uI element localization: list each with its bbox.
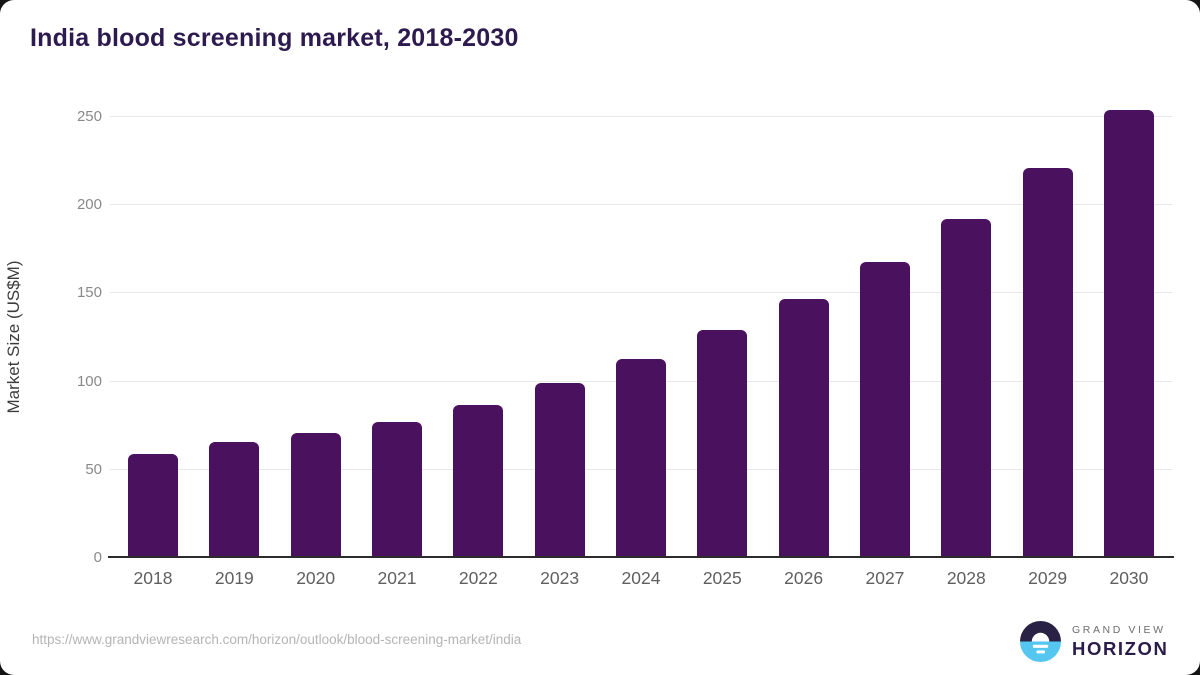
x-tick-label-2022: 2022	[458, 568, 498, 588]
x-tick-label-2021: 2021	[377, 568, 417, 588]
x-axis-labels: 2018 2019 2020 2021 2022 2023 2024 2025 2026 2027…	[110, 568, 1172, 589]
x-tick-label-2018: 2018	[133, 568, 173, 588]
logo-text: GRAND VIEW HORIZON	[1072, 624, 1169, 659]
x-tick-label-2029: 2029	[1028, 568, 1068, 588]
x-tick-label-2027: 2027	[865, 568, 905, 588]
plot-area	[110, 109, 1172, 558]
gridline-250	[110, 116, 1172, 117]
y-tick-label-50: 50	[85, 460, 102, 478]
bar-2021[interactable]	[371, 422, 422, 558]
y-tick-label-0: 0	[93, 549, 102, 566]
bar-2029[interactable]	[1022, 168, 1073, 558]
gridline-200	[110, 204, 1172, 206]
source-url: https://www.grandviewresearch.com/horizo…	[32, 632, 522, 647]
x-tick-label-2026: 2026	[784, 568, 824, 588]
bar-2028[interactable]	[941, 219, 992, 558]
logo-text-horizon: HORIZON	[1072, 638, 1169, 659]
grandview-horizon-logo: GRAND VIEW HORIZON	[1020, 621, 1169, 662]
bar-2025[interactable]	[697, 330, 748, 558]
bar-2020[interactable]	[290, 432, 341, 558]
bar-2022[interactable]	[453, 404, 504, 558]
bar-2026[interactable]	[778, 298, 829, 558]
bar-2019[interactable]	[209, 441, 260, 558]
x-tick-label-2024: 2024	[621, 568, 661, 588]
x-tick-label-2030: 2030	[1109, 568, 1149, 588]
bars	[110, 109, 1172, 558]
bar-2027[interactable]	[859, 261, 910, 558]
bar-2030[interactable]	[1103, 109, 1154, 558]
bar-2023[interactable]	[534, 383, 585, 558]
x-tick-label-2025: 2025	[702, 568, 742, 588]
gridline-150	[110, 292, 1172, 294]
x-tick-label-2020: 2020	[296, 568, 336, 588]
logo-text-grand-view: GRAND VIEW	[1072, 624, 1166, 636]
chart-title: India blood screening market, 2018-2030	[30, 24, 519, 52]
y-tick-label-100: 100	[76, 372, 102, 390]
y-tick-label-150: 150	[76, 284, 102, 302]
y-tick-label-250: 250	[76, 108, 102, 125]
y-axis-ticks: 0 50 100 150 200 250	[0, 108, 102, 566]
x-tick-label-2023: 2023	[540, 568, 580, 588]
horizon-sun-icon	[1020, 621, 1061, 662]
x-tick-label-2028: 2028	[946, 568, 986, 588]
y-tick-label-200: 200	[76, 196, 102, 214]
bar-2018[interactable]	[128, 453, 178, 558]
bar-2024[interactable]	[615, 358, 666, 558]
x-axis-line	[108, 556, 1174, 558]
x-tick-label-2019: 2019	[214, 568, 254, 588]
